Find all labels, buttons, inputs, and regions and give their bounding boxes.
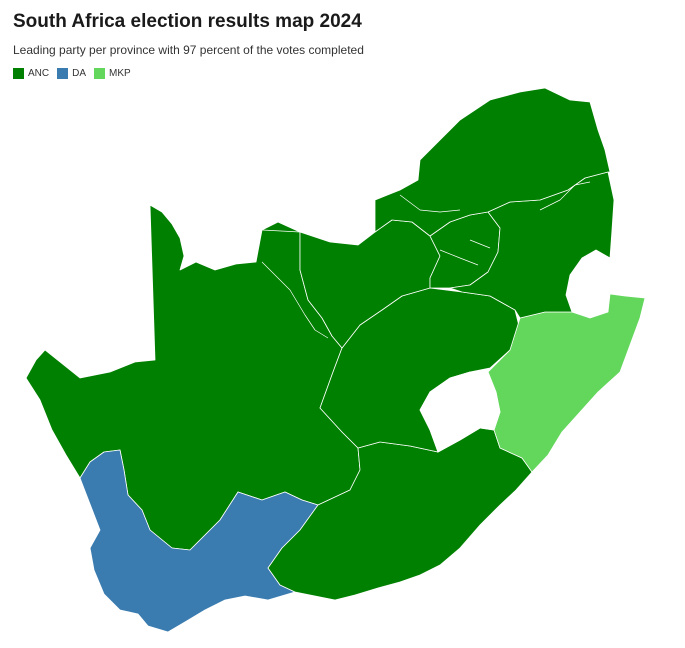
map-title: South Africa election results map 2024 [13, 11, 362, 32]
map-subtitle: Leading party per province with 97 perce… [13, 43, 364, 57]
legend-swatch-mkp [94, 68, 106, 79]
legend-label-da: DA [72, 68, 87, 79]
district-lines [261, 181, 591, 339]
legend-item-da: DA [57, 68, 86, 79]
legend-swatch-da [57, 68, 69, 79]
legend: ANC DA MKP [13, 68, 139, 79]
legend-swatch-anc [13, 68, 24, 79]
province-limpopo[interactable] [374, 87, 611, 237]
lesotho-blank [419, 371, 501, 453]
legend-label-mkp: MKP [109, 68, 131, 79]
legend-item-mkp: MKP [94, 68, 131, 79]
legend-item-anc: ANC [13, 68, 49, 79]
legend-label-anc: ANC [28, 68, 50, 79]
